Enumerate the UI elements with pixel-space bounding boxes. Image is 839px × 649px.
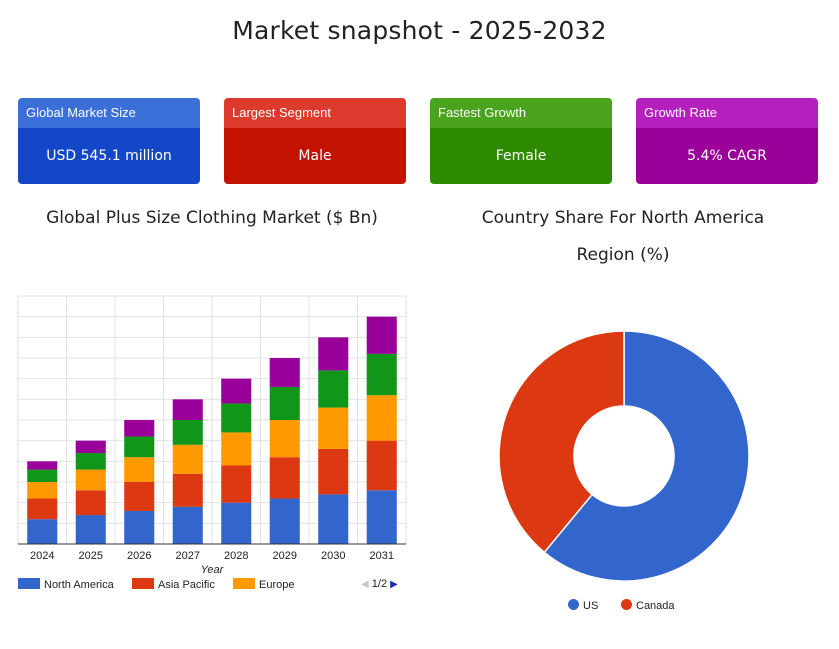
bar-segment[interactable]	[75, 469, 106, 491]
legend-label: North America	[44, 579, 114, 591]
card-label: Global Market Size	[18, 98, 200, 128]
bar-segment[interactable]	[172, 420, 203, 445]
legend-swatch	[132, 578, 154, 589]
card-value: 5.4% CAGR	[636, 128, 818, 184]
bar-segment[interactable]	[366, 353, 397, 396]
legend-item-north-america[interactable]: North America	[18, 578, 114, 591]
bar-segment[interactable]	[27, 519, 58, 544]
bar-segment[interactable]	[366, 316, 397, 354]
bar-segment[interactable]	[172, 444, 203, 474]
legend-label: Asia Pacific	[158, 579, 215, 591]
pie-chart-title: Country Share For North America Region (…	[481, 208, 765, 265]
legend-item-canada[interactable]: Canada	[621, 599, 675, 612]
card-label: Growth Rate	[636, 98, 818, 128]
bar-segment[interactable]	[269, 420, 300, 458]
card-fastest-growth: Fastest Growth Female	[430, 98, 612, 184]
bar-segment[interactable]	[366, 490, 397, 544]
bar-chart-legend: North America Asia Pacific Europe ◀ 1/2 …	[0, 578, 420, 594]
bar-segment[interactable]	[318, 337, 349, 371]
x-axis-label: Year	[201, 564, 225, 576]
bar-segment[interactable]	[124, 482, 155, 511]
bar-segment[interactable]	[124, 457, 155, 482]
bar-segment[interactable]	[318, 448, 349, 495]
bar-segment[interactable]	[366, 440, 397, 491]
bar-segment[interactable]	[318, 494, 349, 544]
legend-dot	[621, 599, 632, 610]
x-tick-label: 2029	[273, 550, 297, 562]
bar-segment[interactable]	[172, 399, 203, 420]
card-growth-rate: Growth Rate 5.4% CAGR	[636, 98, 818, 184]
donut-slice-us[interactable]	[543, 330, 750, 582]
bar-segment[interactable]	[221, 502, 252, 544]
bar-segment[interactable]	[75, 515, 106, 544]
bar-segment[interactable]	[124, 436, 155, 458]
pie-chart-legend: US Canada	[0, 599, 839, 615]
bar-segment[interactable]	[221, 378, 252, 404]
donut-slice-canada[interactable]	[498, 330, 625, 554]
card-value: USD 545.1 million	[18, 128, 200, 184]
bar-segment[interactable]	[124, 510, 155, 544]
bar-segment[interactable]	[75, 440, 106, 454]
donut-chart	[498, 330, 750, 582]
card-label: Fastest Growth	[430, 98, 612, 128]
bar-segment[interactable]	[269, 498, 300, 544]
x-tick-label: 2026	[127, 550, 151, 562]
bar-segment[interactable]	[366, 395, 397, 441]
bar-segment[interactable]	[75, 490, 106, 516]
legend-item-europe[interactable]: Europe	[233, 578, 294, 591]
bar-chart-title: Global Plus Size Clothing Market ($ Bn)	[46, 208, 378, 228]
bar-segment[interactable]	[269, 457, 300, 499]
bar-segment[interactable]	[27, 461, 58, 470]
legend-swatch	[18, 578, 40, 589]
bar-segment[interactable]	[318, 407, 349, 449]
x-tick-label: 2027	[176, 550, 200, 562]
legend-page-indicator: 1/2	[371, 578, 388, 590]
card-label: Largest Segment	[224, 98, 406, 128]
card-value: Female	[430, 128, 612, 184]
x-tick-label: 2024	[30, 550, 54, 562]
legend-next-icon[interactable]: ▶	[390, 579, 398, 590]
bar-segment[interactable]	[27, 469, 58, 482]
x-tick-label: 2025	[79, 550, 103, 562]
legend-item-us[interactable]: US	[568, 599, 598, 612]
x-tick-label: 2031	[370, 550, 394, 562]
legend-dot	[568, 599, 579, 610]
legend-label: US	[583, 600, 599, 612]
legend-item-asia-pacific[interactable]: Asia Pacific	[132, 578, 215, 591]
bar-segment[interactable]	[318, 370, 349, 408]
card-value: Male	[224, 128, 406, 184]
bar-segment[interactable]	[172, 473, 203, 507]
card-largest-segment: Largest Segment Male	[224, 98, 406, 184]
bar-segment[interactable]	[269, 386, 300, 420]
legend-label: Europe	[259, 579, 295, 591]
legend-prev-icon[interactable]: ◀	[361, 579, 369, 590]
card-global-market-size: Global Market Size USD 545.1 million	[18, 98, 200, 184]
bar-segment[interactable]	[269, 358, 300, 387]
bar-segment[interactable]	[75, 453, 106, 470]
bar-segment[interactable]	[221, 465, 252, 503]
x-tick-label: 2028	[224, 550, 248, 562]
bar-segment[interactable]	[124, 420, 155, 437]
x-tick-label: 2030	[321, 550, 345, 562]
stacked-bar-chart: 2024 2025 2026 2027 2028 2029 2030 2031 Year	[17, 295, 407, 576]
bar-segment[interactable]	[172, 506, 203, 544]
page-title: Market snapshot - 2025-2032	[232, 16, 607, 45]
bar-segment[interactable]	[27, 498, 58, 520]
bar-segment[interactable]	[221, 432, 252, 466]
legend-swatch	[233, 578, 255, 589]
legend-pager: ◀ 1/2 ▶	[361, 578, 398, 590]
bar-segment[interactable]	[221, 403, 252, 433]
bar-segment[interactable]	[27, 482, 58, 499]
legend-label: Canada	[636, 600, 675, 612]
